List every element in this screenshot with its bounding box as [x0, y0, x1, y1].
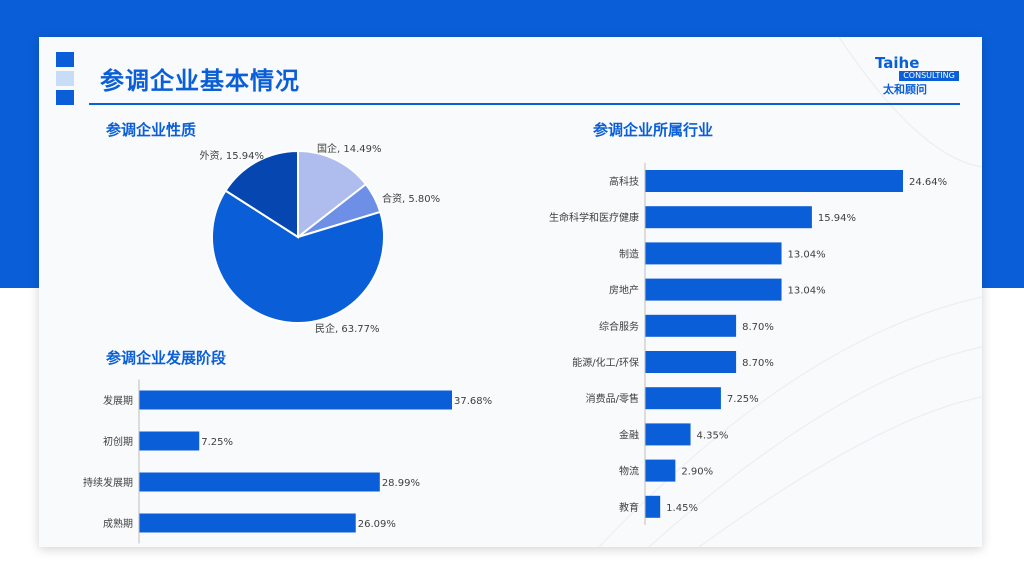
- stage-value-2: 28.99%: [382, 478, 420, 489]
- stage-value-1: 7.25%: [201, 437, 233, 448]
- industry-value-0: 24.64%: [909, 177, 947, 188]
- industry-value-5: 8.70%: [742, 358, 774, 369]
- title-divider: [89, 103, 960, 105]
- stage-bar-1: [139, 431, 200, 451]
- industry-value-9: 1.45%: [666, 503, 698, 514]
- title-mark-top: [56, 52, 74, 67]
- industry-bar-2: [645, 242, 782, 265]
- taihe-logo: Taihe CONSULTING 太和顾问: [875, 54, 965, 96]
- section-title-industry: 参调企业所属行业: [593, 121, 714, 139]
- industry-bar-0: [645, 170, 903, 192]
- industry-value-1: 15.94%: [818, 213, 856, 224]
- industry-bar-1: [645, 206, 812, 229]
- slide-card: 参调企业基本情况 Taihe CONSULTING 太和顾问 参调企业性质 参调…: [39, 37, 982, 547]
- stage-category-1: 初创期: [103, 435, 133, 448]
- industry-value-2: 13.04%: [788, 249, 826, 260]
- industry-bar-5: [645, 351, 737, 373]
- industry-category-2: 制造: [619, 247, 639, 260]
- logo-word: Taihe: [875, 54, 920, 72]
- title-marks: [56, 52, 74, 109]
- pie-slice-0: [297, 149, 368, 240]
- industry-value-4: 8.70%: [742, 322, 774, 333]
- stage-bar-0: [139, 390, 452, 410]
- industry-bar-3: [645, 278, 782, 301]
- section-title-stage: 参调企业发展阶段: [106, 349, 227, 367]
- industry-bar-8: [645, 459, 676, 482]
- industry-category-5: 能源/化工/环保: [572, 356, 639, 369]
- stage-bar-3: [139, 513, 356, 533]
- page-title: 参调企业基本情况: [100, 67, 300, 95]
- stage-value-3: 26.09%: [358, 519, 396, 530]
- pie-label-3: 外资, 15.94%: [200, 150, 265, 162]
- stage-category-2: 持续发展期: [83, 476, 133, 489]
- charts-canvas: 国企, 14.49% 合资, 5.80% 民企, 63.77% 外资, 15.94% 发…: [83, 142, 947, 544]
- background-arcs: [598, 37, 982, 547]
- industry-value-6: 7.25%: [727, 394, 759, 405]
- title-mark-middle: [56, 71, 74, 86]
- industry-bar-6: [645, 387, 721, 410]
- pie-slice-3: [224, 149, 299, 239]
- stage-bar-2: [139, 472, 380, 492]
- stage-category-3: 成熟期: [103, 517, 133, 530]
- industry-bar-7: [645, 423, 691, 446]
- stage-category-0: 发展期: [103, 394, 133, 407]
- pie-label-2: 民企, 63.77%: [315, 322, 380, 335]
- industry-category-8: 物流: [619, 465, 639, 478]
- pie-slice-2: [211, 189, 385, 324]
- industry-category-9: 教育: [619, 501, 639, 514]
- industry-bar-9: [645, 495, 661, 518]
- section-title-nature: 参调企业性质: [106, 121, 197, 139]
- industry-value-7: 4.35%: [697, 430, 729, 441]
- industry-value-8: 2.90%: [681, 467, 713, 478]
- industry-category-1: 生命科学和医疗健康: [549, 211, 639, 224]
- pie-label-0: 国企, 14.49%: [317, 142, 382, 155]
- industry-category-4: 综合服务: [599, 320, 639, 333]
- industry-category-6: 消费品/零售: [586, 392, 639, 405]
- logo-sub: CONSULTING: [899, 71, 959, 81]
- industry-category-3: 房地产: [609, 284, 639, 297]
- industry-category-0: 高科技: [609, 175, 639, 188]
- title-mark-bottom: [56, 90, 74, 105]
- stage-value-0: 37.68%: [454, 396, 492, 407]
- industry-bar-4: [645, 314, 737, 337]
- logo-cn: 太和顾问: [883, 83, 927, 96]
- pie-label-1: 合资, 5.80%: [382, 192, 440, 205]
- industry-category-7: 金融: [619, 428, 639, 441]
- industry-value-3: 13.04%: [788, 286, 826, 297]
